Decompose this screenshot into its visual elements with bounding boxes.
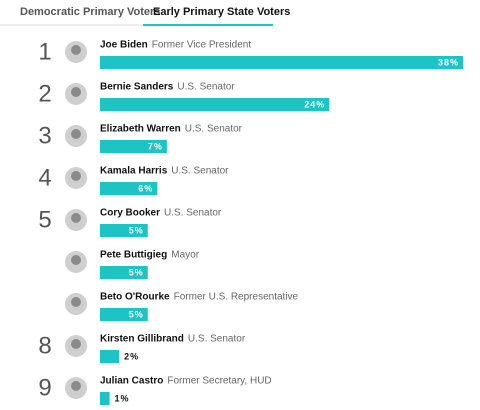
candidate-name: Bernie Sanders [100,82,174,93]
tab[interactable]: Democratic Primary Voters [20,6,160,18]
value-label: 1% [115,393,130,403]
bar [100,182,158,195]
avatar-face [71,45,81,55]
value-label: 5% [129,267,144,277]
bar [100,56,463,69]
candidate-description: U.S. Senator [188,334,246,345]
avatar-face [71,381,81,391]
candidate-description: U.S. Senator [164,208,222,219]
value-label: 24% [304,99,325,109]
candidate-description: U.S. Senator [171,166,229,177]
avatar-face [71,129,81,139]
bar [100,266,148,279]
rank: 1 [38,38,51,65]
candidate-name: Elizabeth Warren [100,124,181,135]
avatar-face [71,255,81,265]
candidate-description: U.S. Senator [185,124,243,135]
candidate-name: Kirsten Gillibrand [100,334,184,345]
value-label: 38% [438,57,459,67]
candidate-description: Former U.S. Representative [174,292,299,303]
avatar-face [71,339,81,349]
avatar-face [71,171,81,181]
candidate-description: Mayor [171,250,199,261]
candidate-description: Former Vice President [152,40,252,51]
bar [100,224,148,237]
avatar-face [71,213,81,223]
tab-active[interactable]: Early Primary State Voters [153,6,290,18]
candidate-name: Joe Biden [100,40,148,51]
value-label: 6% [138,183,153,193]
bar [100,308,148,321]
value-label: 5% [129,225,144,235]
rank: 9 [38,374,51,401]
rank: 5 [38,206,51,233]
avatar-face [71,87,81,97]
bar [100,98,330,111]
candidate-name: Beto O'Rourke [100,292,170,303]
rank: 8 [38,332,51,359]
value-label: 2% [124,351,139,361]
bar [100,350,120,363]
avatar-face [71,297,81,307]
candidate-name: Kamala Harris [100,166,168,177]
candidate-description: Former Secretary, HUD [167,376,271,387]
candidate-name: Cory Booker [100,208,160,219]
rank: 3 [38,122,51,149]
candidate-name: Pete Buttigieg [100,250,167,261]
bar [100,140,167,153]
bar [100,392,110,405]
candidate-description: U.S. Senator [177,82,235,93]
value-label: 7% [148,141,163,151]
rank: 4 [38,164,51,191]
value-label: 5% [129,309,144,319]
rank: 2 [38,80,51,107]
candidate-name: Julian Castro [100,376,163,387]
